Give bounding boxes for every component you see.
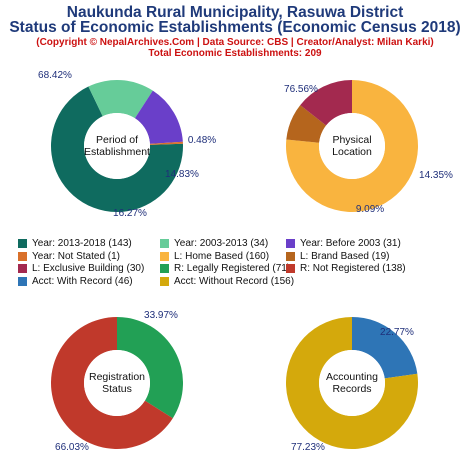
- slice-l-home-based: [286, 80, 419, 212]
- legend-swatch: [18, 276, 27, 286]
- slice-r-not-registered: [51, 317, 173, 449]
- slice-r-legally-registered: [117, 317, 184, 419]
- legend-label: Year: Not Stated (1): [32, 250, 121, 262]
- legend-swatch: [160, 276, 169, 286]
- slice-year-not-stated: [149, 141, 183, 145]
- center-label: Period of: [96, 134, 138, 146]
- legend-item: Year: 2003-2013 (34): [160, 238, 268, 249]
- legend-swatch: [18, 251, 27, 261]
- percent-label-l-brand-based: 9.09%: [356, 204, 384, 215]
- donut-hole: [319, 113, 385, 179]
- center-label: Physical: [332, 134, 371, 146]
- legend-item: Year: Not Stated (1): [18, 251, 120, 262]
- legend-item: L: Home Based (160): [160, 251, 269, 262]
- legend-item: L: Brand Based (19): [286, 251, 390, 262]
- donut-hole: [319, 350, 385, 416]
- legend-swatch: [160, 264, 169, 273]
- legend-label: Acct: With Record (46): [32, 275, 133, 287]
- legend-label: R: Legally Registered (71): [174, 263, 291, 274]
- legend-label: Acct: Without Record (156): [174, 275, 295, 287]
- percent-label-r-legally-registered: 33.97%: [144, 310, 178, 321]
- percent-label-l-exclusive-building: 14.35%: [419, 170, 453, 181]
- legend-item: Year: 2013-2018 (143): [18, 238, 132, 249]
- legend-label: L: Exclusive Building (30): [32, 263, 145, 274]
- slice-year-2013-2018: [51, 86, 184, 212]
- legend-swatch: [160, 251, 169, 261]
- percent-label-l-home-based: 76.56%: [284, 84, 318, 95]
- legend-swatch: [18, 264, 27, 273]
- percent-label-r-not-registered: 66.03%: [55, 442, 89, 453]
- copyright-line: (Copyright © NepalArchives.Com | Data So…: [36, 37, 434, 48]
- slice-acct-with-record: [352, 317, 418, 379]
- chart-title-line2: Status of Economic Establishments (Econo…: [9, 19, 461, 36]
- percent-label-year-before-2003: 14.83%: [165, 169, 199, 180]
- donut-hole: [84, 113, 150, 179]
- percent-label-acct-with-record: 22.77%: [380, 327, 414, 338]
- legend-item: L: Exclusive Building (30): [18, 263, 144, 274]
- legend-item: Acct: With Record (46): [18, 276, 133, 287]
- legend-swatch: [286, 264, 295, 273]
- center-label: Establishment: [84, 146, 150, 158]
- legend-label: Year: Before 2003 (31): [300, 238, 401, 249]
- slice-l-brand-based: [286, 105, 327, 143]
- legend-label: L: Brand Based (19): [300, 250, 390, 262]
- center-label: Status: [102, 383, 132, 395]
- legend-label: Year: 2003-2013 (34): [174, 238, 269, 249]
- percent-label-year-2003-2013: 16.27%: [113, 208, 147, 219]
- legend-item: Year: Before 2003 (31): [286, 238, 401, 249]
- slice-year-before-2003: [134, 90, 183, 144]
- total-establishments: Total Economic Establishments: 209: [148, 48, 322, 59]
- legend-swatch: [286, 251, 295, 261]
- center-label: Location: [332, 146, 372, 158]
- center-label: Accounting: [326, 371, 378, 383]
- legend-swatch: [160, 239, 169, 248]
- legend-item: R: Legally Registered (71): [160, 263, 290, 274]
- legend-item: R: Not Registered (138): [286, 263, 406, 274]
- center-label: Records: [332, 383, 371, 395]
- legend-label: R: Not Registered (138): [300, 263, 406, 274]
- center-label: Registration: [89, 371, 145, 383]
- legend-swatch: [18, 239, 27, 248]
- slice-year-2003-2013: [88, 80, 153, 119]
- slice-l-exclusive-building: [300, 80, 352, 126]
- donut-hole: [84, 350, 150, 416]
- percent-label-year-not-stated: 0.48%: [188, 135, 216, 146]
- chart-title-line1: Naukunda Rural Municipality, Rasuwa Dist…: [66, 4, 404, 21]
- percent-label-year-2013-2018: 68.42%: [38, 70, 72, 81]
- legend-label: Year: 2013-2018 (143): [32, 238, 132, 249]
- legend-label: L: Home Based (160): [174, 250, 270, 262]
- legend-item: Acct: Without Record (156): [160, 276, 294, 287]
- percent-label-acct-without-record: 77.23%: [291, 442, 325, 453]
- slice-acct-without-record: [286, 316, 418, 449]
- legend-swatch: [286, 239, 295, 248]
